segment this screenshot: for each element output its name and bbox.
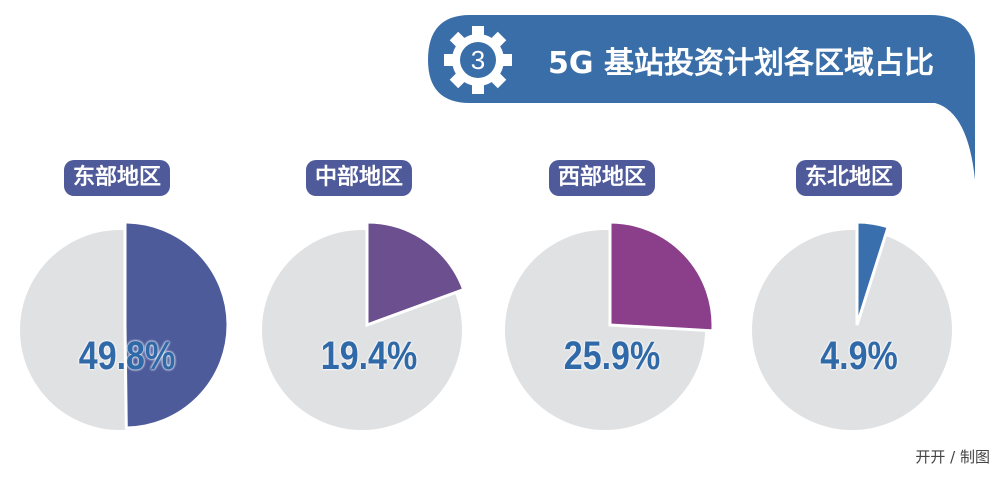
pie-value-slice bbox=[365, 220, 466, 328]
pie-value-slice bbox=[608, 220, 715, 333]
region-label: 东北地区 bbox=[795, 160, 903, 196]
percent-label: 4.9% bbox=[820, 334, 898, 378]
title-banner bbox=[428, 15, 975, 180]
gear-icon: 3 bbox=[444, 26, 512, 94]
percent-label: 19.4% bbox=[320, 334, 418, 378]
percent-label: 25.9% bbox=[563, 334, 661, 378]
pie-0 bbox=[20, 220, 230, 430]
region-label: 中部地区 bbox=[305, 160, 413, 196]
region-label: 西部地区 bbox=[548, 160, 656, 196]
pie-value-slice bbox=[855, 220, 891, 326]
pie-2 bbox=[505, 220, 715, 430]
badge-number: 3 bbox=[471, 45, 485, 75]
percent-label: 49.8% bbox=[78, 334, 176, 378]
pie-1 bbox=[262, 220, 466, 430]
credit: 开开 / 制图 bbox=[915, 448, 990, 466]
page-title: 5G 基站投资计划各区域占比 bbox=[548, 46, 934, 81]
region-label: 东部地区 bbox=[63, 160, 171, 196]
pie-rest-slice bbox=[752, 230, 952, 430]
pie-3 bbox=[752, 220, 952, 430]
pie-value-slice bbox=[123, 220, 230, 430]
